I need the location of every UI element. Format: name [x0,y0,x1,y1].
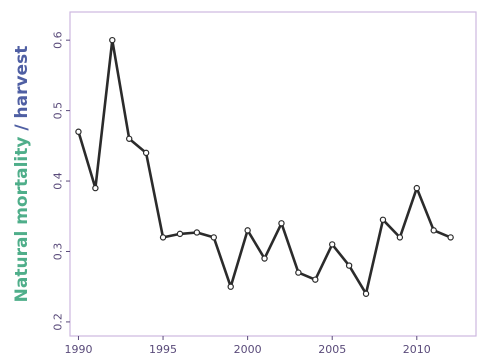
data-point [261,255,268,262]
data-point [126,135,133,142]
data-point [159,234,167,241]
x-tick-label: 2005 [318,343,346,356]
data-point [142,149,150,157]
data-point [430,227,437,234]
plot-frame [69,11,477,337]
data-point [210,234,217,241]
data-point [75,128,82,135]
y-tick-label: 0.2 [52,313,65,331]
y-axis-ticks: 0.2 0.3 0.4 0.5 0.6 [52,31,70,331]
data-point [447,234,454,241]
y-axis-label-part: harvest [12,46,32,119]
data-point [278,220,285,227]
x-tick-label: 2000 [234,343,262,356]
data-point [362,290,370,297]
data-point [312,276,319,283]
data-point [295,269,302,276]
series-points [75,36,454,297]
y-tick-label: 0.4 [52,172,65,190]
data-point [227,283,234,290]
x-tick-label: 1990 [64,343,92,356]
y-tick-label: 0.6 [52,31,65,49]
data-point [176,230,184,238]
x-tick-label: 1995 [149,343,177,356]
data-point [92,184,99,192]
data-point [109,36,116,44]
y-axis-label: Natural mortality / harvest [12,46,32,303]
data-point [193,229,201,236]
y-tick-label: 0.5 [52,102,65,120]
data-point [345,262,353,269]
data-point [379,216,387,223]
x-tick-label: 2010 [403,343,431,356]
y-tick-label: 0.3 [52,243,65,261]
data-point [329,241,336,248]
data-point [413,184,420,192]
x-axis-ticks: 1990 1995 2000 2005 2010 [64,336,431,356]
y-axis-label-part: / [12,119,32,137]
data-point [244,227,251,234]
data-point [396,234,404,241]
y-axis-label-part: Natural mortality [12,137,32,303]
